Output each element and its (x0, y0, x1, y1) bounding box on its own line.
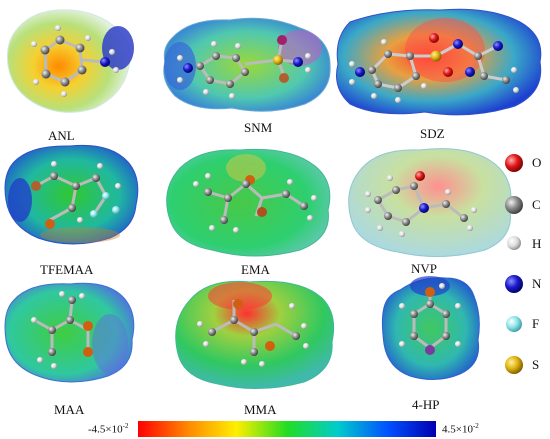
legend-ball-h (507, 236, 521, 250)
scale-max-label: 4.5×10-2 (442, 422, 479, 436)
nvp-esp-surface (348, 148, 512, 257)
ema-label: EMA (241, 262, 270, 277)
legend-ball-n (505, 275, 523, 293)
legend-label-c: C (532, 197, 541, 212)
legend-label-s: S (532, 357, 540, 372)
potential-color-scale (138, 421, 436, 437)
legend-ball-s (505, 356, 523, 374)
anl-esp-surface (7, 9, 134, 113)
legend-ball-c (505, 196, 523, 214)
mma-label: MMA (244, 402, 277, 417)
snm-esp-surface (163, 17, 331, 112)
legend-label-o: O (532, 155, 542, 170)
snm-label: SNM (244, 120, 273, 135)
legend-ball-o (505, 154, 523, 172)
maa-esp-surface (4, 282, 135, 383)
tfemaa-label: TFEMAA (40, 262, 94, 277)
hp4-esp-surface (381, 276, 480, 380)
hp4-label: 4-HP (412, 397, 440, 412)
tfemaa-esp-surface (4, 144, 139, 245)
legend-ball-f (506, 316, 522, 332)
legend-label-h: H (532, 236, 542, 251)
sdz-label: SDZ (420, 126, 445, 141)
maa-label: MAA (54, 402, 85, 417)
legend-label-f: F (532, 316, 540, 331)
mma-esp-surface (175, 280, 335, 389)
anl-label: ANL (48, 128, 75, 143)
ema-esp-surface (166, 148, 331, 257)
nvp-label: NVP (411, 261, 438, 276)
scale-min-label: -4.5×10-2 (88, 422, 129, 436)
legend-label-n: N (532, 276, 542, 291)
sdz-esp-surface (336, 8, 542, 116)
